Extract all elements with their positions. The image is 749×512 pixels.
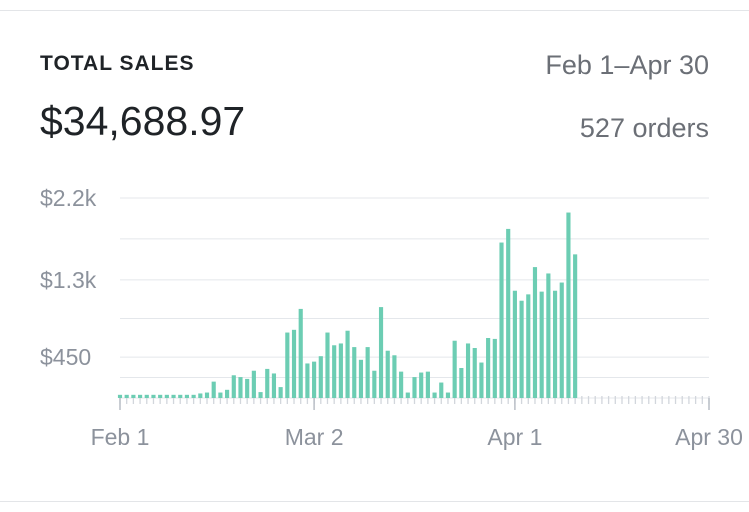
sales-bar [305, 363, 310, 398]
sales-bar [278, 387, 283, 398]
sales-bar [285, 332, 290, 398]
sales-bar [365, 347, 370, 398]
sales-bar [291, 329, 297, 398]
sales-bar [432, 392, 437, 398]
sales-bar [452, 340, 457, 398]
sales-bar [419, 372, 424, 398]
sales-bar [425, 371, 430, 398]
sales-bar [298, 308, 303, 398]
sales-bar [372, 370, 377, 398]
x-tick-label: Mar 2 [285, 424, 344, 450]
sales-card [0, 10, 749, 502]
sales-bar [345, 330, 350, 398]
sales-bar [198, 393, 203, 398]
sales-bar [392, 355, 397, 398]
sales-bar [472, 348, 477, 398]
sales-bar [245, 378, 250, 398]
sales-bar [238, 377, 243, 398]
sales-bar [526, 294, 531, 398]
sales-bar [358, 359, 364, 398]
sales-bar [512, 290, 517, 398]
sales-bar [378, 307, 384, 398]
sales-bar [178, 394, 183, 398]
date-range: Feb 1–Apr 30 [545, 50, 709, 80]
sales-bar [131, 394, 136, 398]
card-title: TOTAL SALES [40, 52, 195, 75]
sales-bar [225, 389, 230, 398]
sales-bar [412, 377, 417, 398]
sales-bar [506, 228, 511, 398]
sales-bar [231, 375, 236, 398]
sales-bar [552, 290, 558, 398]
sales-bar [519, 300, 524, 398]
sales-bar [318, 356, 323, 398]
sales-bar [325, 332, 330, 398]
sales-bar [151, 394, 156, 398]
y-tick-label: $2.2k [40, 185, 97, 211]
sales-bar [312, 361, 317, 398]
sales-bar [385, 350, 390, 398]
sales-bar [566, 212, 571, 398]
x-tick-label: Apr 1 [487, 424, 542, 450]
sales-bar [138, 394, 143, 398]
sales-bar [559, 282, 564, 398]
sales-bar [332, 345, 337, 398]
sales-bar [492, 338, 497, 398]
sales-bar [573, 254, 578, 398]
total-sales-value: $34,688.97 [40, 98, 246, 144]
sales-bar [532, 267, 538, 398]
sales-bar [164, 394, 169, 398]
sales-bar [191, 394, 196, 398]
sales-bar [117, 394, 123, 398]
x-tick-label: Feb 1 [91, 424, 150, 450]
sales-bar [486, 338, 491, 398]
sales-bar [465, 343, 471, 398]
sales-bar [445, 392, 451, 398]
y-tick-label: $450 [40, 344, 91, 370]
sales-bar [171, 394, 176, 398]
sales-bar [479, 362, 484, 398]
sales-bar [499, 242, 504, 398]
sales-bar [459, 368, 464, 398]
sales-bar [218, 392, 223, 398]
order-count: 527 orders [579, 113, 709, 143]
sales-bar [439, 382, 444, 398]
sales-bar [184, 394, 190, 398]
sales-bar [352, 347, 357, 398]
sales-bar [399, 371, 404, 398]
sales-bar [539, 291, 544, 398]
sales-bar [211, 381, 216, 398]
sales-bar [271, 373, 277, 398]
sales-bar [251, 370, 256, 398]
y-tick-label: $1.3k [40, 267, 97, 293]
sales-bar [158, 394, 163, 398]
x-tick-label: Apr 30 [675, 424, 743, 450]
sales-bar [405, 392, 410, 398]
sales-bar [265, 368, 270, 398]
sales-bar [546, 273, 551, 398]
sales-bar [204, 392, 210, 398]
sales-bar [338, 343, 343, 398]
sales-bar [144, 394, 149, 398]
sales-bar [124, 394, 129, 398]
sales-bar [258, 392, 263, 398]
